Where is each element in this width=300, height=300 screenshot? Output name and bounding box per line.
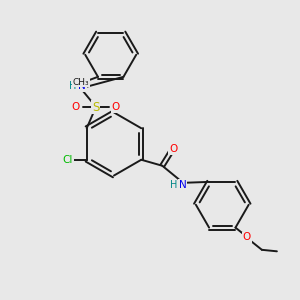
- Text: O: O: [169, 144, 177, 154]
- Text: N: N: [78, 81, 86, 91]
- Text: O: O: [243, 232, 251, 242]
- Text: H: H: [170, 180, 177, 190]
- Text: H: H: [69, 81, 76, 91]
- Text: Cl: Cl: [63, 155, 73, 165]
- Text: CH₃: CH₃: [73, 78, 89, 87]
- Text: O: O: [71, 102, 80, 112]
- Text: O: O: [112, 102, 120, 112]
- Text: N: N: [178, 180, 186, 190]
- Text: S: S: [92, 101, 99, 114]
